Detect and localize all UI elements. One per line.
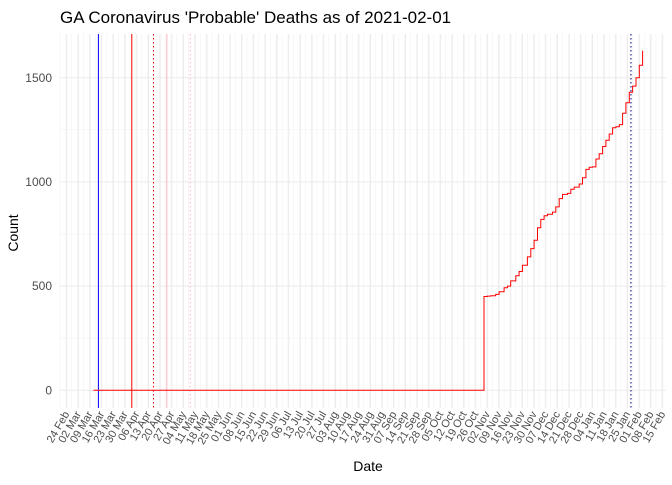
series-line [93, 50, 644, 391]
y-axis: 0 500 1000 1500 [25, 71, 52, 398]
y-axis-label: Count [5, 214, 21, 251]
chart-title: GA Coronavirus 'Probable' Deaths as of 2… [60, 8, 451, 27]
y-tick-label: 1500 [25, 71, 52, 85]
series-layer [93, 50, 644, 391]
y-tick-label: 0 [45, 383, 52, 397]
grid-layer [59, 34, 666, 408]
vertical-line-layer [97, 34, 632, 408]
y-tick-label: 500 [32, 279, 52, 293]
y-tick-label: 1000 [25, 175, 52, 189]
x-axis-label: Date [353, 458, 383, 474]
